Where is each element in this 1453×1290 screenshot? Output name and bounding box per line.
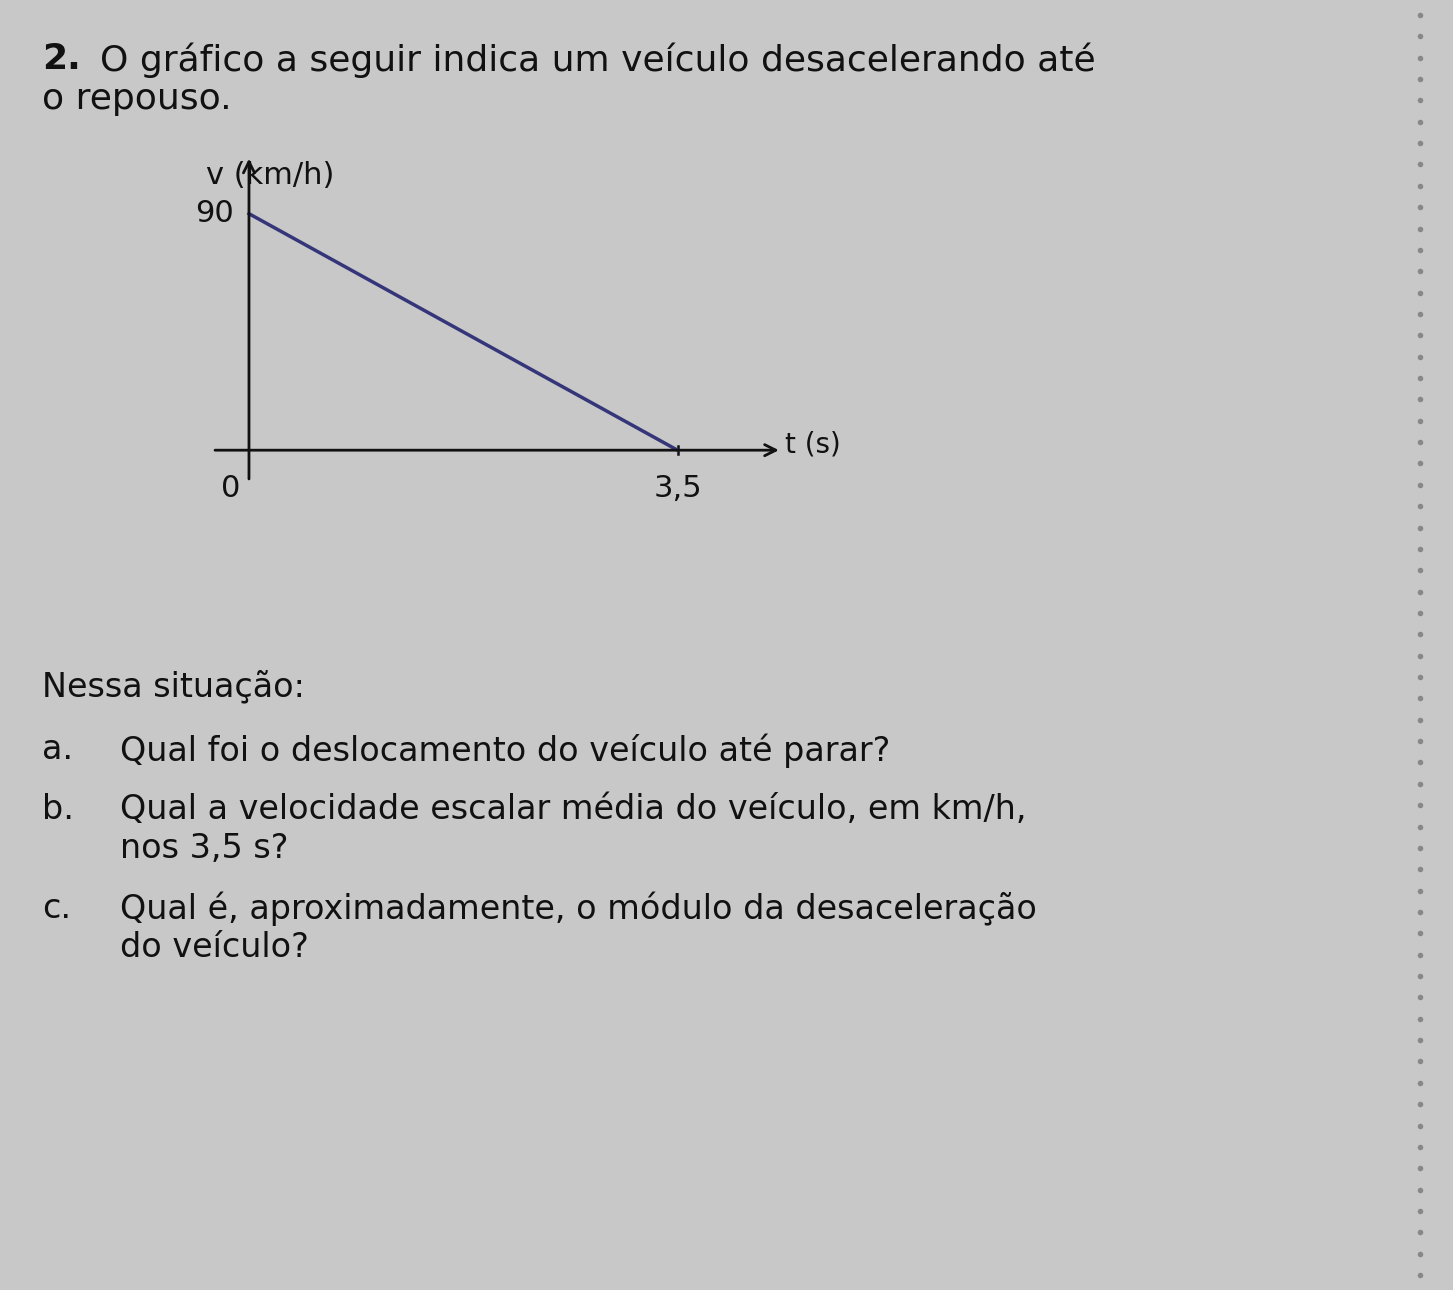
Text: Qual a velocidade escalar média do veículo, em km/h,: Qual a velocidade escalar média do veícu… bbox=[121, 793, 1026, 826]
Text: 0: 0 bbox=[221, 473, 240, 503]
Text: Nessa situação:: Nessa situação: bbox=[42, 670, 305, 703]
Text: b.: b. bbox=[42, 793, 74, 826]
Text: a.: a. bbox=[42, 733, 73, 766]
Text: O gráfico a seguir indica um veículo desacelerando até: O gráfico a seguir indica um veículo des… bbox=[100, 43, 1096, 77]
Text: 90: 90 bbox=[196, 199, 234, 228]
Text: nos 3,5 s?: nos 3,5 s? bbox=[121, 832, 289, 866]
Text: o repouso.: o repouso. bbox=[42, 83, 231, 116]
Text: do veículo?: do veículo? bbox=[121, 931, 309, 965]
Text: Qual é, aproximadamente, o módulo da desaceleração: Qual é, aproximadamente, o módulo da des… bbox=[121, 891, 1037, 926]
Text: t (s): t (s) bbox=[785, 431, 841, 459]
Text: 3,5: 3,5 bbox=[654, 473, 702, 503]
Text: c.: c. bbox=[42, 891, 71, 925]
Text: Qual foi o deslocamento do veículo até parar?: Qual foi o deslocamento do veículo até p… bbox=[121, 733, 891, 768]
Text: 2.: 2. bbox=[42, 43, 81, 76]
Text: v (km/h): v (km/h) bbox=[206, 161, 334, 190]
